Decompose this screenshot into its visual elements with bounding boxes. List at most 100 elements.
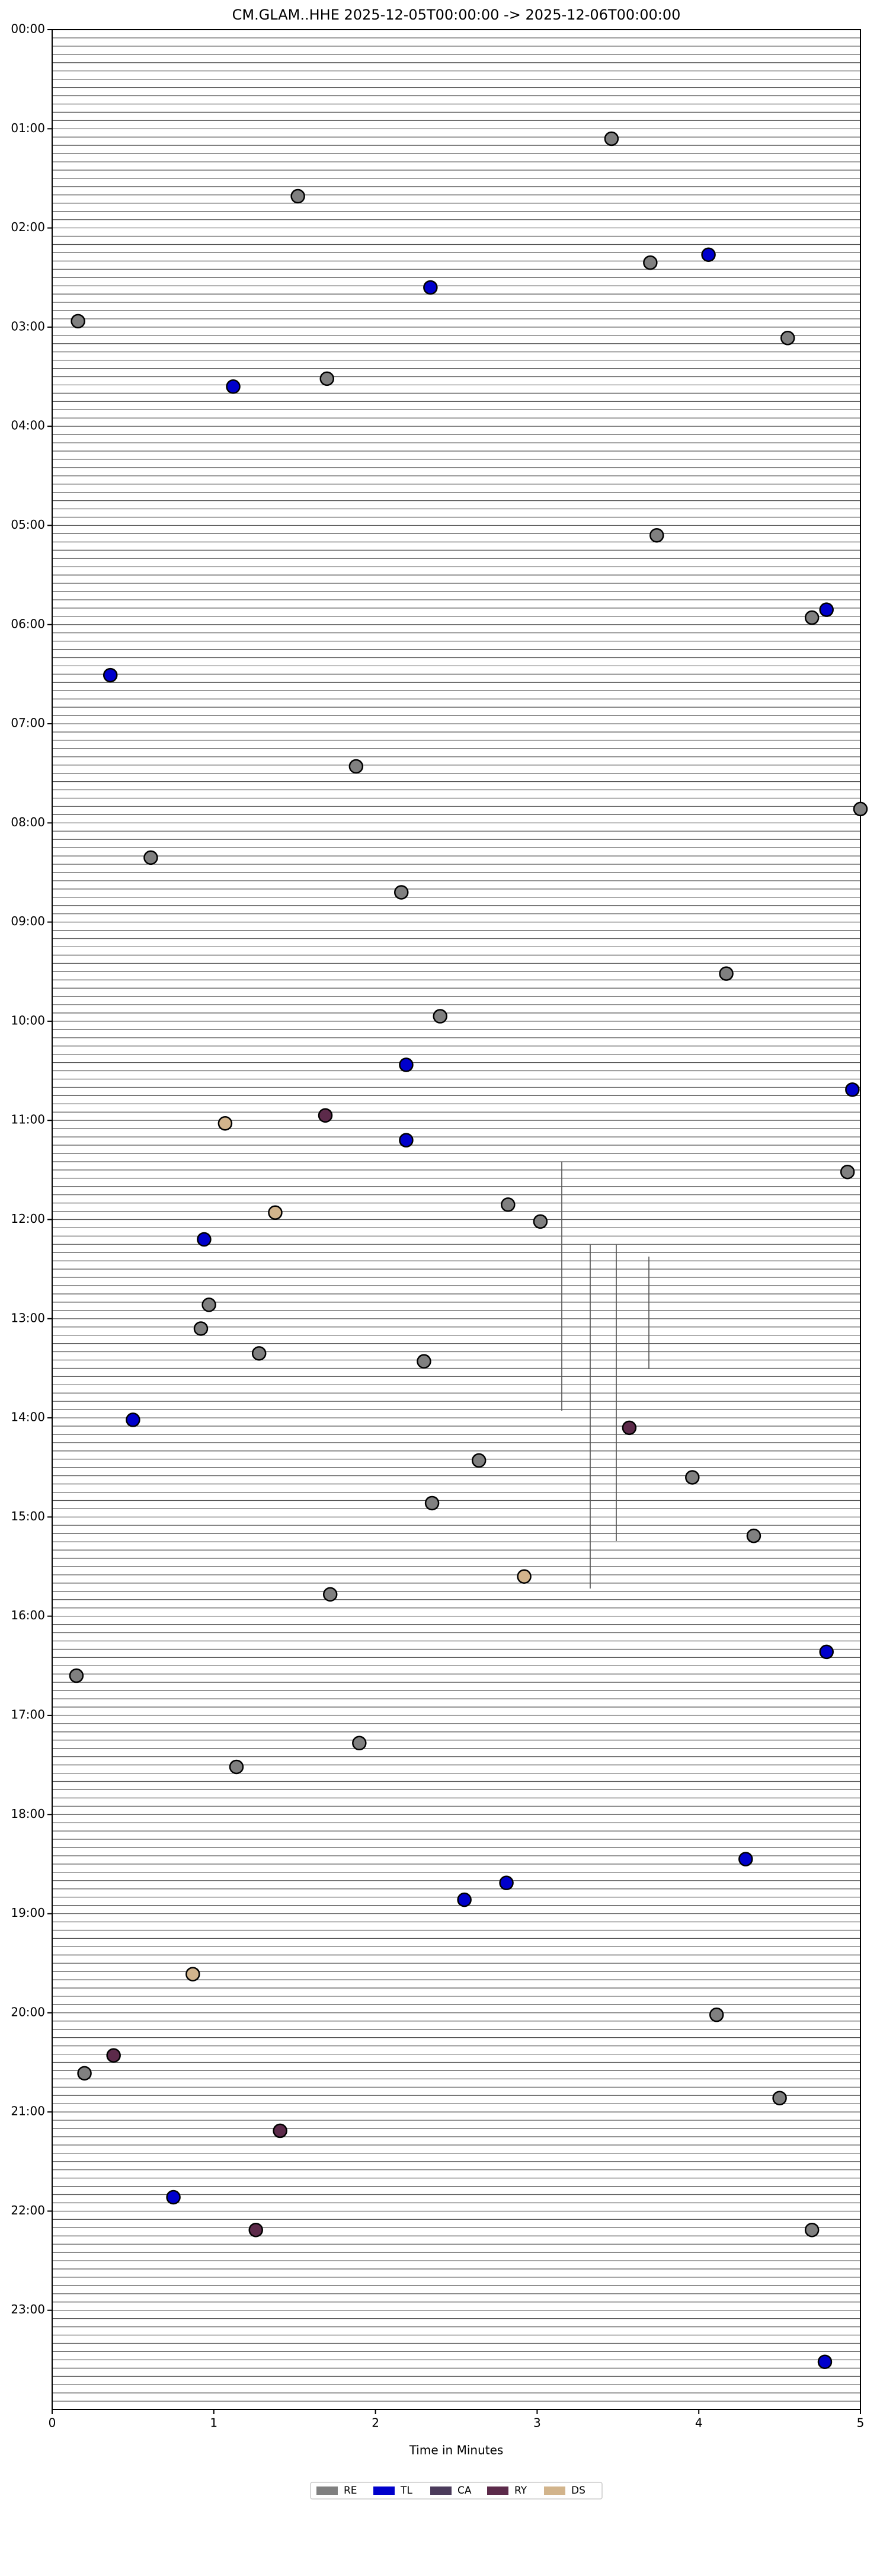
event-marker [352,1736,367,1751]
event-marker [318,1108,333,1123]
event-marker [719,966,734,981]
event-marker [517,1569,532,1584]
x-tick-label: 2 [372,2416,379,2430]
event-marker [746,1528,761,1543]
event-marker [322,1587,338,1602]
y-tick-label: 17:00 [11,1707,45,1721]
event-marker [201,1297,216,1312]
event-marker [217,1116,233,1131]
event-marker [290,188,305,204]
event-marker [622,1420,637,1436]
legend-swatch [544,2486,565,2495]
y-tick-label: 16:00 [11,1608,45,1622]
y-tick-label: 07:00 [11,716,45,730]
event-marker [77,2066,92,2081]
y-tick-label: 05:00 [11,517,45,532]
legend-swatch [316,2486,338,2495]
event-marker [845,1082,860,1097]
y-tick-label: 10:00 [11,1013,45,1027]
event-marker [417,1354,431,1369]
event-marker [499,1875,514,1890]
y-tick-label: 12:00 [11,1212,45,1226]
event-marker [229,1759,244,1775]
event-marker [268,1205,283,1220]
y-tick-label: 11:00 [11,1113,45,1127]
event-marker [166,2190,181,2205]
x-tick-label: 5 [857,2416,865,2430]
y-tick-label: 06:00 [11,616,45,631]
trace-spike [561,1162,649,1589]
y-tick-label: 19:00 [11,1906,45,1920]
event-marker [71,314,85,329]
event-marker [701,247,716,263]
legend-swatch [430,2486,452,2495]
y-tick-label: 20:00 [11,2005,45,2019]
y-tick-label: 13:00 [11,1311,45,1325]
x-tick-label: 0 [49,2416,56,2430]
y-tick-label: 22:00 [11,2203,45,2217]
chart-title: CM.GLAM..HHE 2025-12-05T00:00:00 -> 2025… [232,7,681,23]
legend-label: RE [344,2485,357,2497]
x-tick-label: 3 [533,2416,541,2430]
legend-label: TL [400,2485,412,2497]
legend-label: CA [457,2485,472,2497]
event-marker [840,1164,855,1180]
event-marker [423,280,438,295]
y-tick-label: 15:00 [11,1509,45,1523]
y-tick-label: 03:00 [11,319,45,333]
event-marker [103,667,118,683]
y-tick-label: 00:00 [11,22,45,36]
event-marker [226,379,241,394]
trace-spikes [561,1162,649,1589]
event-marker [780,331,795,346]
y-tick-label: 21:00 [11,2104,45,2118]
event-marker [643,255,658,270]
event-marker [251,1346,267,1361]
y-tick-label: 04:00 [11,418,45,433]
event-marker [709,2007,724,2022]
event-marker [399,1057,414,1072]
event-marker [817,2354,833,2369]
event-marker [804,610,820,625]
x-axis-label: Time in Minutes [409,2443,504,2457]
event-marker [424,1495,440,1511]
event-marker [143,850,158,865]
event-marker [69,1668,84,1683]
event-marker [604,131,619,146]
legend-label: RY [514,2485,527,2497]
event-marker [853,801,868,817]
event-marker [533,1214,548,1229]
event-marker [399,1133,414,1148]
x-tick-label: 1 [210,2416,217,2430]
event-marker [819,1644,834,1660]
legend-label: DS [571,2485,585,2497]
event-marker [193,1321,209,1336]
event-marker [457,1892,472,1907]
event-marker [649,528,664,543]
x-tick-label: 4 [695,2416,703,2430]
event-marker [248,2222,263,2238]
y-tick-label: 14:00 [11,1410,45,1424]
event-marker [804,2222,820,2238]
y-tick-label: 08:00 [11,815,45,829]
event-marker [393,885,409,900]
event-marker [738,1852,753,1867]
y-tick-label: 18:00 [11,1807,45,1821]
legend-swatch [487,2486,508,2495]
event-marker [197,1232,212,1247]
event-marker [185,1967,200,1981]
legend-swatch [373,2486,395,2495]
event-marker [106,2048,121,2063]
y-tick-label: 01:00 [11,121,45,135]
y-tick-label: 02:00 [11,220,45,234]
y-tick-label: 09:00 [11,914,45,928]
event-marker [501,1197,516,1212]
event-marker [433,1009,447,1024]
event-marker [471,1453,487,1468]
event-marker [126,1412,140,1427]
event-marker [772,2091,787,2105]
event-marker [819,602,834,617]
